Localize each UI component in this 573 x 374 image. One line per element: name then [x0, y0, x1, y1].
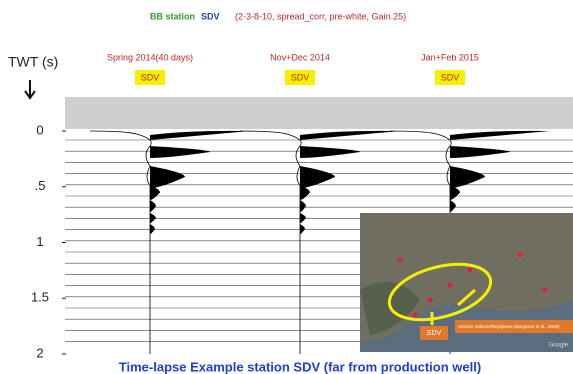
header-band — [65, 97, 573, 129]
panels: Spring 2014(40 days) SDV Nov+Dec 2014 SDV Ja… — [107, 52, 479, 85]
y-tick-label: 2 — [36, 345, 43, 360]
panel-title: Nov+Dec 2014 — [270, 52, 330, 62]
wavelet-top — [450, 131, 550, 140]
axis-label: TWT (s) — [8, 54, 58, 70]
slide: BB station SDV (2-3-8-10, spread_corr, p… — [0, 0, 573, 374]
y-tick-label: .5 — [35, 178, 46, 193]
wavelet-lobe — [150, 200, 156, 212]
y-tick-label: 1 — [36, 234, 43, 249]
wavelet-lobe — [300, 146, 360, 158]
wavelet-lobe — [150, 213, 156, 223]
title-params: (2-3-8-10, spread_corr, pre-white, Gain.… — [235, 11, 406, 21]
panel-station: SDV — [141, 72, 160, 82]
panel-title: Spring 2014(40 days) — [107, 52, 193, 62]
title-station: SDV — [201, 11, 220, 21]
station-dot — [543, 288, 548, 293]
title-prefix: BB station — [150, 11, 195, 21]
station-dot — [518, 253, 523, 258]
trace-wiggle — [240, 131, 301, 354]
wavelet-top — [150, 131, 250, 140]
map-station: SDV — [427, 330, 442, 337]
wavelet-lobe — [150, 224, 155, 234]
trace-wiggle — [90, 131, 151, 354]
panel-title: Jan+Feb 2015 — [421, 52, 479, 62]
panel-station: SDV — [441, 72, 460, 82]
map-watermark: Google — [549, 343, 569, 349]
map-annotation: Seismic stations/Reykjanes (Bergsson et … — [458, 324, 560, 329]
wavelet-lobe — [300, 213, 306, 223]
map-inset: SDV Seismic stations/Reykjanes (Bergsson… — [360, 213, 573, 352]
wavelet-lobe — [150, 146, 210, 158]
y-tick-label: 0 — [36, 122, 43, 137]
wavelet-top — [300, 131, 400, 140]
y-axis: 0 .5 1 1.5 2 — [31, 122, 66, 360]
station-dot — [448, 283, 453, 288]
wavelet-lobe — [300, 200, 306, 212]
panel-station: SDV — [291, 72, 310, 82]
footer: Time-lapse Example station SDV (far from… — [119, 359, 481, 374]
station-dot — [428, 298, 433, 303]
wavelet-lobe — [450, 200, 456, 212]
station-dot — [413, 313, 418, 318]
down-arrow — [25, 80, 35, 98]
station-dot — [398, 258, 403, 263]
station-dot — [468, 268, 473, 273]
wavelet-lobe — [450, 146, 510, 158]
y-tick-label: 1.5 — [31, 290, 49, 305]
wavelet-lobe — [300, 224, 305, 234]
